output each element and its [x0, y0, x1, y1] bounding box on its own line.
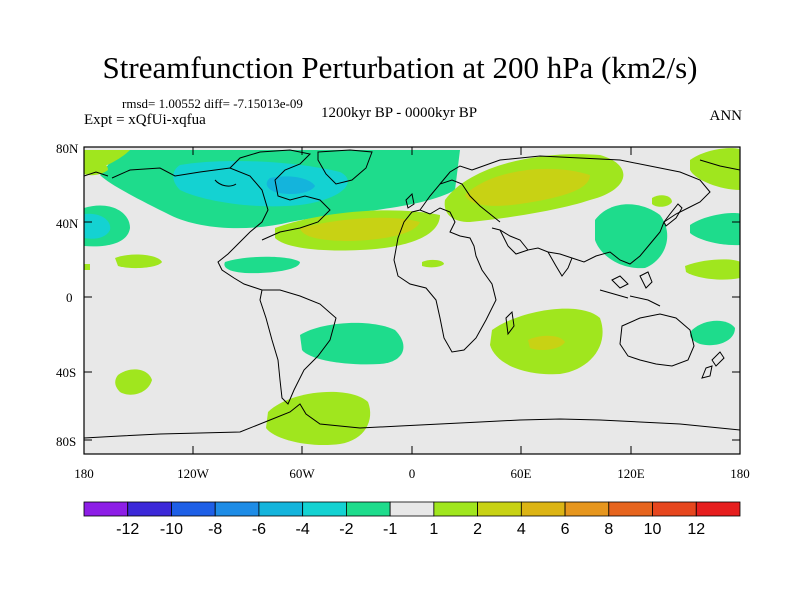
colorbar-swatch [433, 501, 479, 517]
coastline [701, 351, 725, 379]
colorbar-label: 4 [517, 521, 526, 538]
contour-region [690, 320, 735, 346]
contour-region [84, 213, 111, 239]
colorbar-swatch [302, 501, 347, 517]
colorbar-label: -12 [116, 521, 139, 538]
contour-region [266, 391, 371, 446]
experiment-text: Expt = xQfUi-xqfua [84, 112, 206, 128]
colorbar-swatch [83, 501, 129, 517]
coastline [111, 167, 269, 291]
contour-region [300, 322, 404, 365]
lon-label: 180 [730, 466, 750, 481]
contour-region [84, 264, 90, 270]
colorbar: -12 -10 -8 -6 -4 -2 -1 1 2 4 6 8 10 12 [83, 501, 741, 538]
contour-region [115, 254, 162, 269]
map-title: Streamfunction Perturbation at 200 hPa (… [102, 50, 698, 85]
lon-label: 120W [177, 466, 210, 481]
colorbar-swatch [258, 501, 304, 517]
coastline [599, 271, 661, 307]
coastline [505, 310, 515, 336]
colorbar-label: -10 [160, 521, 183, 538]
colorbar-label: -4 [296, 521, 310, 538]
colorbar-label: -6 [252, 521, 266, 538]
colorbar-label: -1 [383, 521, 397, 538]
coastline [471, 155, 711, 265]
season-text: ANN [709, 108, 743, 124]
colorbar-label: -8 [208, 521, 222, 538]
contour-fill [84, 148, 740, 446]
colorbar-swatch [608, 501, 653, 517]
contour-region [224, 256, 300, 274]
colorbar-swatch [127, 501, 172, 517]
colorbar-label: 12 [687, 521, 705, 538]
colorbar-label: 8 [604, 521, 613, 538]
colorbar-swatch [171, 501, 216, 517]
lat-label: 80N [56, 141, 79, 156]
colorbar-swatch [477, 501, 522, 517]
contour-region [115, 369, 152, 395]
lon-label: 60E [511, 466, 532, 481]
lat-label: 40S [56, 365, 76, 380]
coastline [317, 149, 373, 185]
coastline [663, 203, 683, 227]
lon-label: 120E [617, 466, 645, 481]
stats-text: rmsd= 1.00552 diff= -7.15013e-09 [122, 96, 303, 111]
colorbar-swatch [214, 501, 260, 517]
contour-region [690, 213, 740, 246]
colorbar-swatch [695, 501, 741, 517]
lon-label: 180 [74, 466, 94, 481]
coastline [259, 289, 337, 405]
colorbar-swatch [345, 501, 391, 517]
contour-region [652, 195, 672, 207]
colorbar-label: -2 [339, 521, 353, 538]
coastline [84, 159, 740, 177]
coastline [547, 251, 573, 277]
contour-region [685, 259, 740, 280]
contour-region [595, 204, 668, 269]
contour-region [528, 335, 565, 350]
lat-label: 40N [56, 216, 79, 231]
colorbar-label: 6 [561, 521, 570, 538]
colorbar-swatch [389, 501, 435, 517]
coastline [393, 207, 497, 353]
colorbar-label: 2 [473, 521, 482, 538]
lon-axis [192, 147, 632, 454]
contour-region [422, 259, 444, 268]
contour-region [300, 217, 420, 241]
coastline [439, 165, 473, 185]
contour-region [173, 160, 348, 207]
colorbar-swatch [520, 501, 566, 517]
coastline [419, 179, 501, 223]
contour-region [84, 159, 108, 176]
colorbar-swatch [564, 501, 610, 517]
lat-axis [84, 146, 740, 441]
lat-label: 80S [56, 434, 76, 449]
coastline [229, 149, 331, 241]
colorbar-swatch [652, 501, 697, 517]
lat-label: 0 [66, 290, 73, 305]
coastline [499, 229, 529, 255]
contour-region [266, 176, 315, 194]
coastlines [84, 149, 740, 439]
lon-label: 0 [409, 466, 416, 481]
coastline [405, 192, 415, 209]
contour-region [690, 148, 740, 190]
period-text: 1200kyr BP - 0000kyr BP [321, 105, 478, 121]
coastline [619, 313, 695, 367]
lon-label: 60W [289, 466, 315, 481]
coastline [214, 179, 237, 187]
colorbar-label: 10 [644, 521, 662, 538]
contour-region [465, 168, 590, 206]
coastline [84, 403, 740, 439]
colorbar-label: 1 [429, 521, 438, 538]
